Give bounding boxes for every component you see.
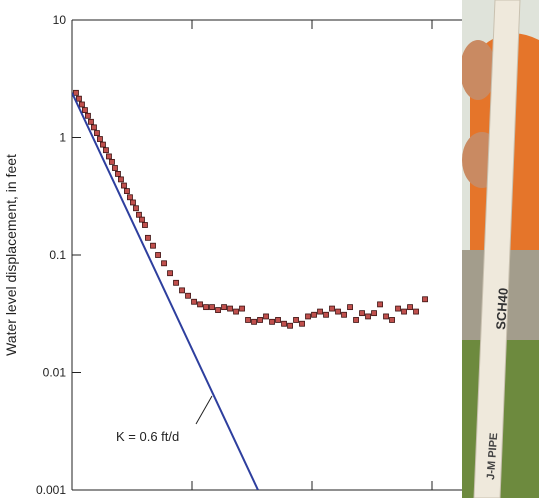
data-point xyxy=(167,270,173,277)
data-point xyxy=(142,222,148,228)
annotation: K = 0.6 ft/d xyxy=(116,429,179,444)
data-point xyxy=(139,216,145,223)
data-point xyxy=(73,89,79,96)
data-point xyxy=(413,308,419,315)
data-point xyxy=(275,317,281,323)
data-point xyxy=(161,260,167,267)
data-point xyxy=(299,320,305,327)
y-axis-label: Water level displacement, in feet xyxy=(3,154,19,356)
data-point xyxy=(365,313,371,320)
data-point xyxy=(305,313,311,320)
data-point xyxy=(269,318,275,325)
data-point xyxy=(233,308,239,315)
data-point xyxy=(127,194,133,201)
data-point xyxy=(109,158,115,165)
data-point xyxy=(371,310,377,317)
data-point xyxy=(209,304,215,311)
data-point xyxy=(251,318,257,325)
photo xyxy=(460,0,539,498)
data-point xyxy=(130,199,136,206)
data-point xyxy=(239,305,245,312)
data-point xyxy=(263,313,269,320)
data-point xyxy=(179,287,185,294)
data-point xyxy=(422,296,428,303)
data-point xyxy=(85,112,91,119)
data-point xyxy=(100,141,106,148)
data-point xyxy=(115,171,121,177)
data-point xyxy=(221,304,227,311)
data-point xyxy=(329,305,335,312)
data-point xyxy=(359,310,365,317)
data-point xyxy=(94,130,100,137)
fit-line xyxy=(72,92,259,490)
data-point xyxy=(353,317,359,323)
pipe-text: J-M PIPE xyxy=(485,432,500,480)
data-point xyxy=(395,305,401,312)
data-point xyxy=(103,147,109,154)
data-point xyxy=(389,317,395,323)
y-tick-label: 1 xyxy=(59,131,66,145)
data-point xyxy=(124,188,130,194)
data-point xyxy=(323,311,329,318)
pipe-text: SCH40 xyxy=(493,287,511,330)
data-point xyxy=(133,205,139,212)
data-point xyxy=(106,153,112,160)
leader-line xyxy=(195,395,213,425)
data-point xyxy=(191,298,197,305)
data-point xyxy=(173,279,179,286)
data-point xyxy=(185,292,191,299)
data-point xyxy=(383,313,389,320)
data-point xyxy=(150,242,156,249)
data-point xyxy=(311,311,317,318)
data-point xyxy=(91,124,97,131)
data-point xyxy=(227,305,233,312)
data-point xyxy=(118,176,124,183)
data-point xyxy=(76,95,82,102)
data-point xyxy=(197,301,203,308)
data-point xyxy=(407,304,413,311)
data-point xyxy=(293,317,299,323)
data-point xyxy=(401,308,407,315)
data-point xyxy=(341,311,347,318)
plot-area xyxy=(72,89,428,490)
data-point xyxy=(347,304,353,311)
data-point xyxy=(377,301,383,308)
data-point xyxy=(203,304,209,311)
data-point xyxy=(136,211,142,218)
data-point xyxy=(281,320,287,327)
data-point xyxy=(215,307,221,313)
data-point xyxy=(112,165,118,171)
y-tick-label: 0.001 xyxy=(36,483,66,497)
y-tick-label: 0.1 xyxy=(49,248,66,262)
data-point xyxy=(257,317,263,323)
data-point xyxy=(145,234,151,241)
y-tick-label: 0.01 xyxy=(43,366,67,380)
data-point xyxy=(287,322,293,329)
data-point xyxy=(317,308,323,315)
data-point xyxy=(82,107,88,114)
data-point xyxy=(121,182,127,189)
y-tick-label: 10 xyxy=(53,13,67,27)
data-point xyxy=(155,252,161,258)
plot-bg xyxy=(72,20,462,490)
data-point xyxy=(245,317,251,323)
data-point xyxy=(88,118,94,125)
data-point xyxy=(97,136,103,142)
data-point xyxy=(335,308,341,315)
data-point xyxy=(79,101,85,108)
